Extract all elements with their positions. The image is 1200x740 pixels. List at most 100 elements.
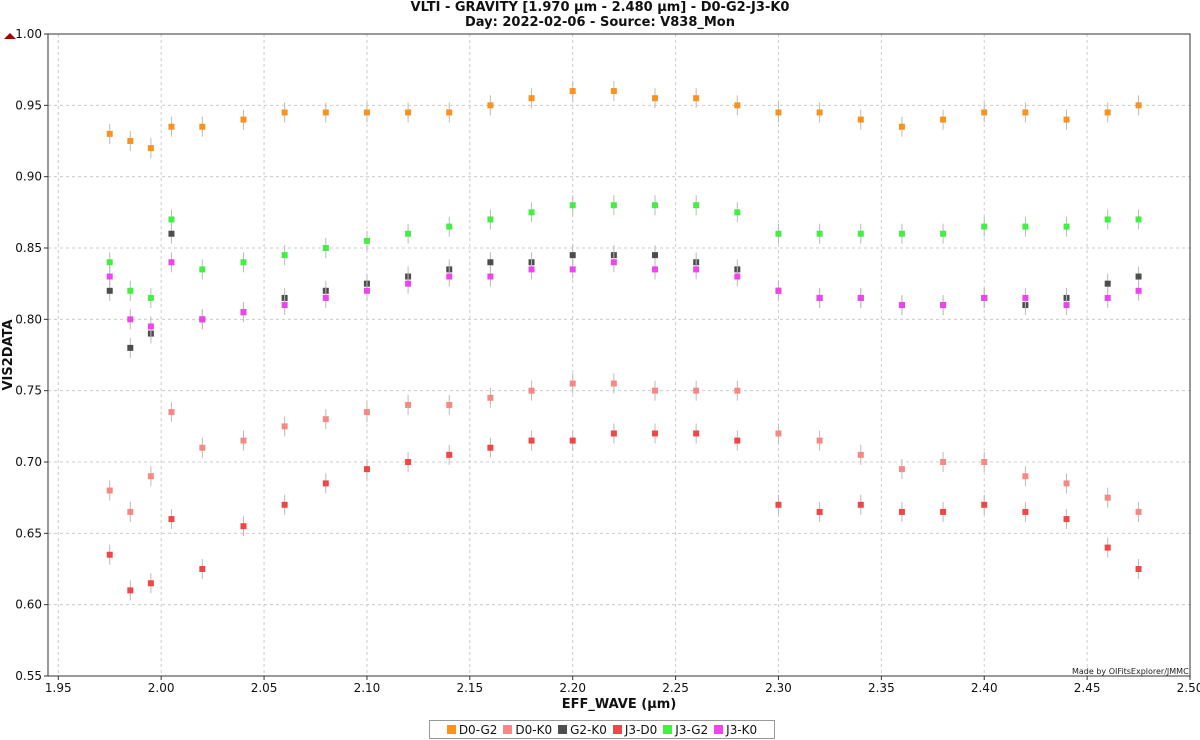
legend-item[interactable]: J3-K0 <box>714 723 757 737</box>
data-point-d0-g2 <box>322 109 329 116</box>
data-point-d0-g2 <box>898 123 905 130</box>
data-point-j3-g2 <box>281 252 288 259</box>
data-point-j3-k0 <box>1135 287 1142 294</box>
legend-item[interactable]: J3-D0 <box>612 723 657 737</box>
data-point-d0-k0 <box>734 387 741 394</box>
data-point-j3-k0 <box>940 302 947 309</box>
data-point-j3-d0 <box>528 437 535 444</box>
data-point-d0-g2 <box>693 95 700 102</box>
data-point-j3-d0 <box>281 501 288 508</box>
data-point-d0-k0 <box>775 430 782 437</box>
data-point-j3-d0 <box>816 508 823 515</box>
data-point-g2-k0 <box>127 344 134 351</box>
data-point-d0-g2 <box>857 116 864 123</box>
collapse-arrow-icon[interactable] <box>4 33 16 39</box>
data-point-d0-k0 <box>816 437 823 444</box>
legend-swatch <box>714 725 724 734</box>
chart-title: VLTI - GRAVITY [1.970 µm - 2.480 µm] - D… <box>410 0 790 15</box>
legend-item[interactable]: J3-G2 <box>663 723 708 737</box>
data-point-j3-k0 <box>734 273 741 280</box>
data-point-j3-d0 <box>652 430 659 437</box>
data-point-j3-d0 <box>857 501 864 508</box>
data-point-d0-g2 <box>528 95 535 102</box>
data-point-d0-g2 <box>446 109 453 116</box>
data-point-d0-g2 <box>1063 116 1070 123</box>
x-tick-label: 2.35 <box>868 681 895 695</box>
data-point-d0-k0 <box>898 466 905 473</box>
x-tick-label: 2.00 <box>148 681 175 695</box>
data-point-j3-k0 <box>569 266 576 273</box>
data-point-d0-k0 <box>106 487 113 494</box>
data-point-j3-g2 <box>363 237 370 244</box>
y-tick-label: 0.60 <box>15 598 42 612</box>
data-point-j3-d0 <box>363 466 370 473</box>
legend-swatch <box>446 725 456 734</box>
data-point-j3-d0 <box>168 516 175 523</box>
data-point-d0-g2 <box>981 109 988 116</box>
scatter-plot[interactable]: 1.95 2.00 2.05 2.10 2.15 2.20 2.25 2.30 2.35 2.40… <box>0 0 1200 720</box>
data-point-d0-g2 <box>1022 109 1029 116</box>
data-point-j3-g2 <box>168 216 175 223</box>
data-point-j3-g2 <box>1135 216 1142 223</box>
legend-label: D0-G2 <box>458 722 498 737</box>
data-point-d0-g2 <box>1135 102 1142 109</box>
data-point-j3-k0 <box>610 259 617 266</box>
data-point-j3-d0 <box>940 508 947 515</box>
data-point-d0-g2 <box>127 138 134 144</box>
data-point-j3-k0 <box>1104 294 1111 301</box>
legend-label: D0-K0 <box>515 722 553 737</box>
y-tick-label: 0.75 <box>15 384 42 398</box>
x-tick-label: 2.40 <box>971 681 998 695</box>
data-point-j3-d0 <box>981 501 988 508</box>
data-point-g2-k0 <box>569 252 576 259</box>
data-point-j3-d0 <box>1022 508 1029 515</box>
data-point-j3-k0 <box>693 266 700 273</box>
data-point-j3-k0 <box>322 294 329 301</box>
legend-swatch <box>558 725 568 734</box>
data-point-j3-d0 <box>405 459 412 465</box>
data-point-j3-g2 <box>1104 216 1111 223</box>
data-point-d0-g2 <box>240 116 247 123</box>
data-point-d0-g2 <box>168 123 175 130</box>
data-point-j3-d0 <box>1063 516 1070 523</box>
legend-item[interactable]: G2-K0 <box>558 723 607 737</box>
x-tick-label: 2.05 <box>251 681 278 695</box>
data-point-d0-k0 <box>405 401 412 408</box>
data-point-d0-k0 <box>1063 480 1070 487</box>
data-point-j3-d0 <box>1104 544 1111 551</box>
data-point-j3-g2 <box>940 230 947 237</box>
data-point-j3-g2 <box>405 230 412 237</box>
y-tick-label: 0.80 <box>15 312 42 326</box>
data-point-j3-g2 <box>816 230 823 237</box>
data-point-j3-k0 <box>147 323 154 330</box>
data-point-d0-k0 <box>569 380 576 387</box>
data-point-d0-k0 <box>487 394 494 401</box>
data-point-j3-g2 <box>199 266 206 273</box>
data-point-j3-d0 <box>775 501 782 508</box>
data-point-j3-g2 <box>106 259 113 266</box>
data-point-d0-k0 <box>652 387 659 394</box>
y-tick-label: 0.85 <box>15 241 42 255</box>
y-tick-label: 0.55 <box>15 669 42 683</box>
legend-swatch <box>503 725 513 734</box>
data-point-j3-k0 <box>775 287 782 294</box>
data-point-d0-k0 <box>281 423 288 430</box>
x-tick-label: 2.15 <box>456 681 483 695</box>
data-point-j3-g2 <box>487 216 494 223</box>
data-point-g2-k0 <box>487 259 494 266</box>
data-point-j3-k0 <box>898 302 905 309</box>
data-point-g2-k0 <box>652 252 659 259</box>
data-point-j3-g2 <box>569 202 576 209</box>
data-point-d0-g2 <box>487 102 494 109</box>
legend-item[interactable]: D0-K0 <box>503 723 552 737</box>
data-point-g2-k0 <box>168 230 175 237</box>
data-point-d0-g2 <box>106 130 113 137</box>
data-point-d0-k0 <box>199 444 206 451</box>
legend-label: G2-K0 <box>570 722 607 737</box>
data-point-d0-g2 <box>199 123 206 130</box>
data-point-d0-g2 <box>652 95 659 102</box>
data-point-d0-g2 <box>405 109 412 116</box>
data-point-d0-g2 <box>816 109 823 116</box>
data-point-j3-k0 <box>652 266 659 273</box>
legend-item[interactable]: D0-G2 <box>446 722 498 737</box>
